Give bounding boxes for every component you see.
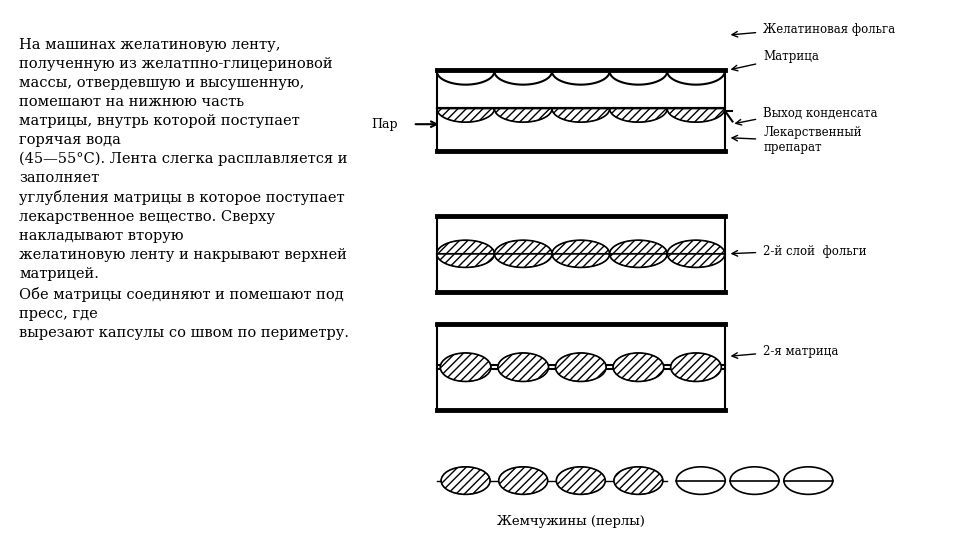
Circle shape [556,467,605,495]
Circle shape [676,467,726,495]
Bar [437,324,725,410]
Polygon shape [667,240,725,254]
Polygon shape [437,254,494,267]
Polygon shape [437,240,494,254]
Bar [437,108,725,151]
Polygon shape [667,109,725,122]
Circle shape [556,353,606,381]
Bar [437,254,725,292]
Text: 2-й слой  фольги: 2-й слой фольги [763,245,867,258]
Polygon shape [552,109,610,122]
Text: На машинах желатиновую ленту,
полученную из желатпно-глицериновой
массы, отверде: На машинах желатиновую ленту, полученную… [19,38,349,340]
Circle shape [783,467,833,495]
Circle shape [441,353,491,381]
Polygon shape [552,240,610,254]
Circle shape [613,353,663,381]
Polygon shape [610,240,667,254]
Polygon shape [610,254,667,267]
Circle shape [498,467,547,495]
Polygon shape [437,109,494,122]
Text: Желатиновая фольга: Желатиновая фольга [763,23,896,36]
Text: Выход конденсата: Выход конденсата [763,107,877,120]
Circle shape [614,467,663,495]
Bar [437,216,725,254]
Polygon shape [552,254,610,267]
Text: Лекарственный
препарат: Лекарственный препарат [763,126,862,154]
Polygon shape [494,240,552,254]
Circle shape [731,467,780,495]
Polygon shape [610,109,667,122]
Bar [437,70,725,108]
Text: Матрица: Матрица [763,50,819,63]
Circle shape [441,467,490,495]
Text: 2-я матрица: 2-я матрица [763,345,839,357]
Polygon shape [494,109,552,122]
Text: Жемчужины (перлы): Жемчужины (перлы) [497,515,645,528]
Circle shape [498,353,548,381]
Text: Пар: Пар [372,118,398,131]
Circle shape [671,353,721,381]
Polygon shape [667,254,725,267]
Polygon shape [494,254,552,267]
